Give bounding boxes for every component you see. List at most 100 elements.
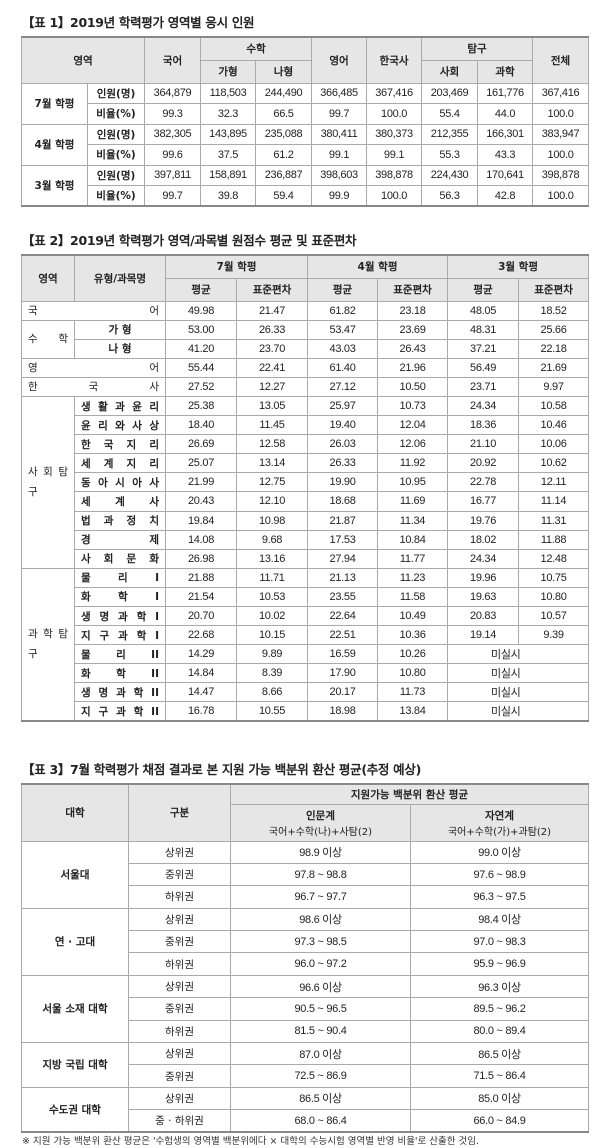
value-cell: 11.88 [518,529,590,550]
value-cell: 25.66 [518,319,590,340]
value-cell: 10.06 [518,434,590,455]
percentile-cell: 97.3 ~ 98.5 [230,930,411,954]
not-conducted-cell: 미실시 [447,682,590,703]
count-cell: 383,947 [532,123,590,145]
value-cell: 23.71 [447,376,520,397]
value-cell: 11.69 [377,491,449,512]
percentile-cell: 97.6 ~ 98.9 [409,862,590,887]
subject-label: 화 학 I [74,586,166,608]
subject-label: 지 구 과 학 II [74,701,166,722]
count-cell: 398,878 [532,164,590,186]
ratio-cell: 99.6 [144,144,202,166]
ratio-cell: 66.5 [255,103,313,125]
value-cell: 9.89 [235,644,309,665]
value-cell: 19.96 [447,567,520,588]
ratio-cell: 100.0 [532,103,590,125]
value-cell: 10.75 [518,567,590,588]
value-cell: 12.75 [235,472,309,493]
percentile-cell: 71.5 ~ 86.4 [409,1064,590,1088]
value-cell: 19.84 [165,510,237,531]
table1-applicants: 영역 국어 수학 영어 한국사 탐구 전체 가형 나형 사회 과학 7월 학평 인원(명) 364,879… [20,36,590,207]
not-conducted-cell: 미실시 [447,644,590,665]
value-cell: 61.40 [307,357,379,378]
percentile-cell: 97.0 ~ 98.3 [409,930,590,954]
table-row: 비율(%) 99.3 32.3 66.5 99.7 100.0 55.4 44.0 100.0 [21,103,590,125]
value-cell: 37.21 [447,338,520,359]
header-university: 대학 [21,783,129,842]
value-cell: 10.02 [235,605,309,627]
ratio-label: 비율(%) [86,144,146,166]
table-row: 법 과 정 치 19.84 10.98 21.87 11.34 19.76 11.31 [22,510,590,531]
value-cell: 23.70 [235,338,309,359]
university-label: 지방 국립 대학 [21,1042,129,1088]
value-cell: 11.14 [518,491,590,512]
subject-label: 가 형 [74,319,166,340]
category-cell: 하위권 [128,952,231,976]
value-cell: 21.87 [307,510,379,531]
count-cell: 170,641 [477,164,534,186]
ratio-cell: 55.4 [421,103,479,125]
count-cell: 158,891 [200,164,257,186]
value-cell: 22.51 [307,625,379,646]
area-label: 수 학 [21,319,75,359]
value-cell: 11.34 [377,510,449,531]
area-label: 과 학 탐 구 [21,567,75,722]
value-cell: 21.47 [235,300,309,321]
value-cell: 19.76 [447,510,520,531]
ratio-label: 비율(%) [86,103,146,125]
value-cell: 14.08 [165,529,237,550]
percentile-cell: 86.5 이상 [409,1042,590,1066]
count-cell: 161,776 [477,82,534,104]
percentile-cell: 96.6 이상 [230,974,411,999]
percentile-cell: 90.5 ~ 96.5 [230,997,411,1021]
table-row: 수 학 가 형 53.00 26.33 53.47 23.69 48.31 25.66 [21,319,590,359]
value-cell: 27.94 [307,548,379,569]
category-cell: 하위권 [128,885,231,909]
count-cell: 380,411 [311,123,368,145]
value-cell: 13.14 [235,453,309,474]
value-cell: 18.98 [307,701,379,722]
count-cell: 143,895 [200,123,257,145]
table-row: 나 형 41.20 23.70 43.03 26.43 37.21 22.18 [22,338,590,359]
subject-label: 나 형 [74,338,166,359]
table-row: 서울대 상위권 98.9 이상 99.0 이상 [21,840,590,909]
area-label-text: 수 학 [28,333,68,346]
value-cell: 26.43 [377,338,449,359]
value-cell: 18.02 [447,529,520,550]
percentile-cell: 96.0 ~ 97.2 [230,952,411,976]
value-cell: 12.06 [377,434,449,455]
value-cell: 48.05 [447,300,520,321]
value-cell: 11.73 [377,682,449,703]
count-label: 인원(명) [86,82,146,104]
percentile-cell: 96.3 ~ 97.5 [409,885,590,909]
value-cell: 21.69 [518,357,590,378]
ratio-cell: 100.0 [366,103,423,125]
table1-title: 【표 1】2019년 학력평가 영역별 응시 인원 [22,15,255,30]
value-cell: 26.98 [165,548,237,569]
header-korean: 국어 [144,36,202,84]
percentile-cell: 96.3 이상 [409,974,590,999]
table-row: 화 학 II 14.84 8.39 17.90 10.80 미실시 [22,663,590,684]
area-label: 사 회 탐 구 [21,395,75,569]
value-cell: 11.31 [518,510,590,531]
value-cell: 49.98 [165,300,237,321]
value-cell: 10.80 [518,586,590,608]
value-cell: 27.52 [165,376,237,397]
subject-label: 세 계 사 [74,491,166,512]
value-cell: 53.00 [165,319,237,340]
value-cell: 10.84 [377,529,449,550]
table-row: 하위권 81.5 ~ 90.4 80.0 ~ 89.4 [21,1019,590,1044]
value-cell: 26.69 [165,434,237,455]
value-cell: 25.38 [165,395,237,417]
table-row: 생 명 과 학 I 20.70 10.02 22.64 10.49 20.83 10.57 [22,605,590,627]
count-cell: 398,878 [366,164,423,186]
table-row: 물 리 II 14.29 9.89 16.59 10.26 미실시 [22,644,590,665]
header-natural: 자연계 국어+수학(가)+과탐(2) [409,803,590,842]
table3-percentile-estimates: 대학 구분 지원가능 백분위 환산 평균 인문계 국어+수학(나)+사탐(2) 자연계 국어… [21,783,590,1134]
ratio-cell: 44.0 [477,103,534,125]
value-cell: 19.63 [447,586,520,608]
table-row: 비율(%) 99.7 39.8 59.4 99.9 100.0 56.3 42.8 100.0 [22,185,590,207]
count-cell: 118,503 [200,82,257,104]
